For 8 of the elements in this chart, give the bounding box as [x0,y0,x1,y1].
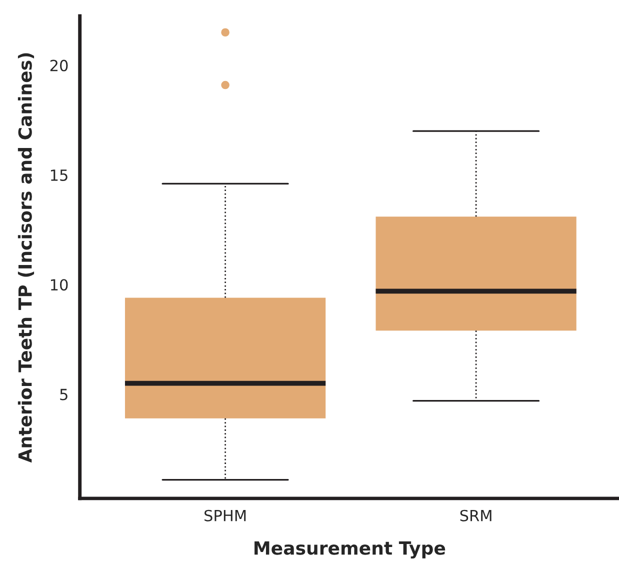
y-tick-label: 20 [50,60,68,72]
x-tick-label: SRM [460,510,492,522]
y-tick-label: 5 [60,388,68,400]
y-tick-label: 10 [50,279,68,291]
y-axis-title: Anterior Teeth TP (Incisors and Canines) [18,53,34,463]
y-tick-label: 15 [50,170,68,181]
x-axis-title: Measurement Type [254,541,446,558]
x-tick-label: SPHM [204,510,246,522]
